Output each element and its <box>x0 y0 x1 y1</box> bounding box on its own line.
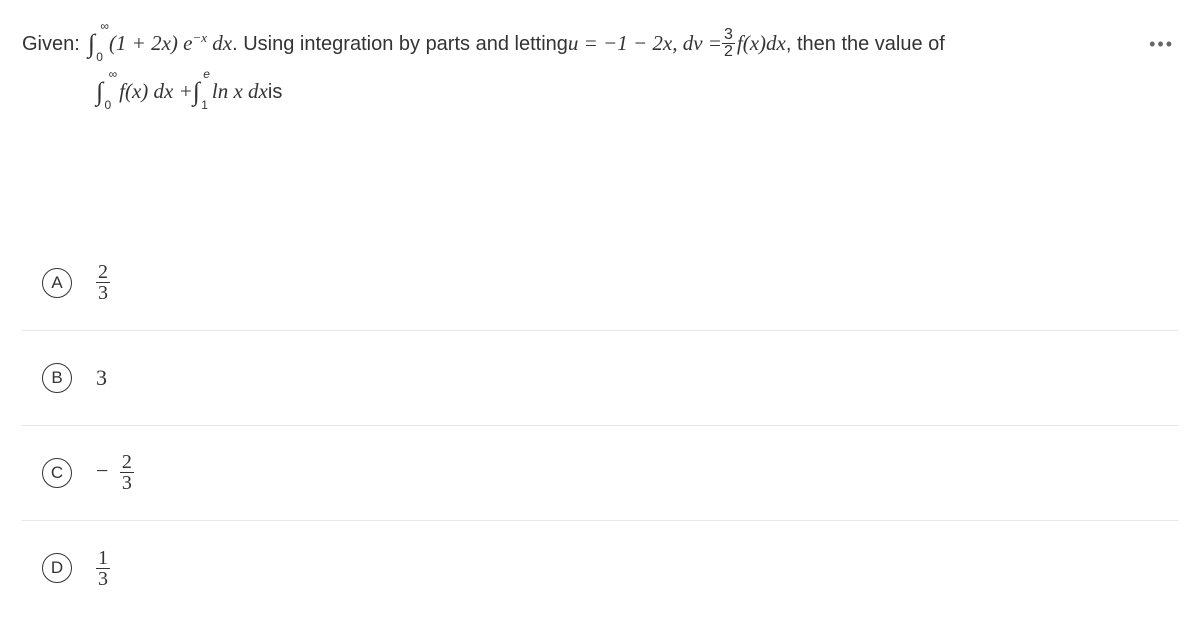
option-a-letter: A <box>42 268 72 298</box>
int2-lower: 0 <box>104 95 111 117</box>
question-line2: ∫ ∞ 0 f(x) dx + ∫ e 1 ln x dx is <box>22 68 1178 116</box>
then-value: , then the value of <box>786 26 945 62</box>
integral-symbol-3: ∫ e 1 <box>193 68 200 116</box>
option-d-value: 1 3 <box>96 548 110 589</box>
option-d[interactable]: D 1 3 <box>22 521 1178 616</box>
option-b[interactable]: B 3 <box>22 331 1178 426</box>
option-b-letter: B <box>42 363 72 393</box>
option-d-letter: D <box>42 553 72 583</box>
int3-upper: e <box>203 64 210 86</box>
int1-upper: ∞ <box>100 16 109 38</box>
integral-symbol-1: ∫ ∞ 0 <box>88 20 95 68</box>
text-using: . Using integration by parts and letting <box>232 26 568 62</box>
options-list: A 2 3 B 3 C − 2 3 D 1 3 <box>22 236 1178 616</box>
more-options-icon[interactable]: ••• <box>1149 34 1174 55</box>
fxdx: f(x)dx <box>737 25 786 63</box>
option-b-value: 3 <box>96 365 107 391</box>
lnx-dx: ln x dx <box>212 73 268 111</box>
question-line1: Given: ∫ ∞ 0 (1 + 2x) e−x dx . Using int… <box>22 20 1178 68</box>
option-a-value: 2 3 <box>96 262 110 303</box>
three-halves-frac: 3 2 <box>722 27 735 60</box>
option-a[interactable]: A 2 3 <box>22 236 1178 331</box>
option-c-value: − 2 3 <box>96 452 134 493</box>
question-text: Given: ∫ ∞ 0 (1 + 2x) e−x dx . Using int… <box>22 20 1178 116</box>
integral-symbol-2: ∫ ∞ 0 <box>96 68 103 116</box>
int3-lower: 1 <box>201 95 208 117</box>
option-c-letter: C <box>42 458 72 488</box>
u-dv-def: u = −1 − 2x, dv = <box>568 25 722 63</box>
integrand-1: (1 + 2x) e−x dx <box>109 25 232 63</box>
option-c[interactable]: C − 2 3 <box>22 426 1178 521</box>
int2-upper: ∞ <box>109 64 118 86</box>
fx-dx-plus: f(x) dx + <box>119 73 193 111</box>
is-text: is <box>268 74 282 110</box>
int1-lower: 0 <box>96 47 103 69</box>
given-label: Given: <box>22 26 80 62</box>
